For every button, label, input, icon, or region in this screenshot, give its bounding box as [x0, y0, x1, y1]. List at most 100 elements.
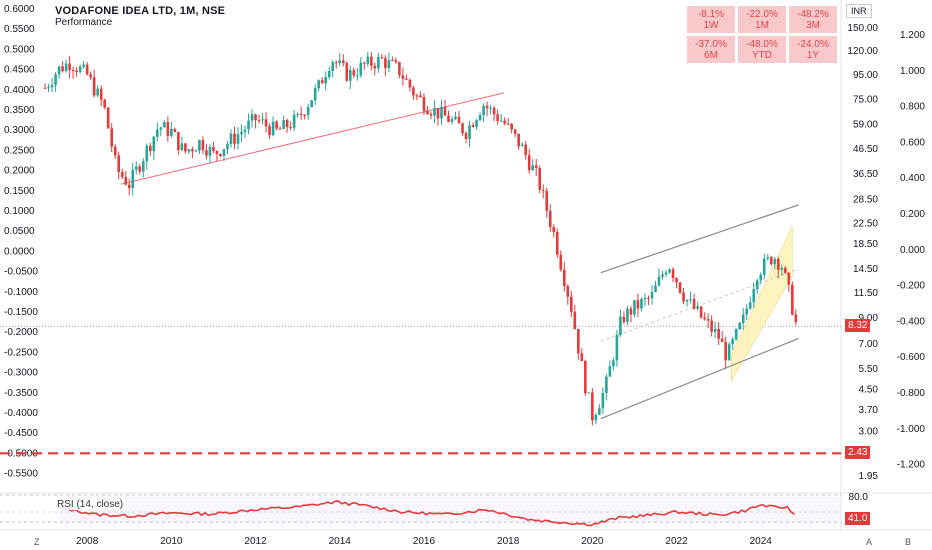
candle-body [433, 108, 436, 116]
candle-body [201, 140, 205, 151]
candle-body [647, 297, 650, 299]
candle-body [103, 99, 106, 108]
currency-button[interactable]: INR [846, 4, 872, 18]
left-axis-tick: -0.5500 [4, 469, 38, 480]
candle-body [348, 70, 352, 81]
right-axis-tick: 1.200 [900, 30, 925, 41]
left-axis-tick: -0.4500 [4, 428, 38, 439]
candle-body [552, 227, 556, 232]
candle-body [492, 107, 496, 115]
candle-body [475, 120, 478, 127]
candle-body [377, 57, 380, 69]
candle-body [485, 105, 489, 109]
candle-body [117, 155, 121, 173]
candle-body [131, 169, 135, 189]
perf-period: 1M [755, 20, 769, 31]
candle-body [608, 366, 612, 377]
candle-body [57, 66, 61, 75]
candle-body [650, 292, 654, 299]
price-axis-tick: 36.50 [853, 169, 878, 180]
candle-body [370, 56, 373, 66]
channel-upper-line [600, 204, 799, 274]
candle-body [401, 75, 405, 79]
candle-body [443, 106, 447, 116]
candle-body [640, 299, 643, 309]
candle-body [671, 269, 675, 279]
candle-body [152, 136, 156, 152]
candle-body [464, 133, 468, 140]
candle-body [570, 296, 573, 312]
candle-body [562, 269, 566, 287]
candle-body [724, 341, 727, 361]
perf-cell-1y: -24.0% 1Y [789, 36, 837, 63]
perf-value: -8.1% [697, 9, 725, 20]
performance-widget: -8.1% 1W -22.0% 1M -48.2% 3M -37.0% 6M -48.0… [687, 6, 837, 63]
rsi-band [60, 497, 841, 525]
auto-scale-button[interactable]: A [866, 537, 873, 547]
candle-body [626, 308, 629, 322]
candle-body [205, 150, 208, 156]
candle-body [134, 166, 138, 170]
candle-body [468, 125, 471, 140]
candle-body [198, 140, 201, 151]
candle-body [222, 149, 226, 156]
candle-body [268, 126, 271, 136]
candle-body [320, 80, 324, 84]
candle-body [124, 176, 128, 185]
candle-body [391, 59, 394, 61]
candle-body [363, 62, 366, 64]
candle-body [341, 60, 345, 64]
candle-body [303, 115, 306, 117]
perf-value: -24.0% [797, 39, 829, 50]
rsi-axis-tick: 80.0 [849, 492, 869, 503]
candle-body [191, 149, 194, 152]
candle-body [257, 120, 261, 122]
candle-body [675, 278, 678, 283]
left-axis-tick: 0.3000 [4, 125, 35, 136]
log-scale-button[interactable]: B [905, 537, 912, 547]
candle-body [461, 123, 464, 134]
candle-body [120, 172, 124, 177]
candle-body [355, 75, 359, 77]
candle-body [689, 298, 692, 300]
candle-body [436, 108, 440, 119]
candle-body [194, 150, 198, 152]
timezone-icon[interactable]: Z [34, 537, 40, 547]
left-axis-tick: 0.1500 [4, 186, 35, 197]
left-axis-tick: -0.2500 [4, 347, 38, 358]
candle-body [601, 393, 605, 409]
candle-body [678, 282, 682, 293]
candle-body [482, 105, 485, 115]
candle-body [215, 150, 219, 154]
candle-body [636, 300, 640, 309]
candle-body [71, 70, 75, 72]
price-axis-tick: 1.95 [859, 471, 879, 482]
perf-value: -48.0% [746, 39, 778, 50]
candle-body [503, 120, 506, 124]
candle-body [296, 113, 299, 115]
candle-body [629, 308, 633, 315]
perf-value: -37.0% [695, 39, 727, 50]
candle-body [457, 116, 461, 124]
candle-body [226, 144, 229, 150]
candle-body [654, 285, 657, 293]
candle-body [454, 116, 457, 120]
candle-body [373, 65, 377, 69]
candle-body [696, 306, 699, 309]
candle-body [513, 129, 517, 134]
left-axis-tick: 0.5500 [4, 24, 35, 35]
left-axis-tick: 0.6000 [4, 4, 35, 15]
candle-body [429, 114, 433, 116]
perf-cell-ytd: -48.0% YTD [738, 36, 786, 63]
candle-body [292, 114, 296, 128]
candle-body [710, 320, 713, 332]
candle-body [450, 119, 454, 122]
candle-body [334, 62, 338, 64]
price-axis-tick: 5.50 [859, 364, 879, 375]
channel-lower-line [600, 337, 799, 420]
candle-body [534, 165, 538, 168]
candle-body [92, 77, 96, 96]
x-axis-tick: 2024 [750, 536, 773, 547]
candle-body [531, 165, 535, 171]
